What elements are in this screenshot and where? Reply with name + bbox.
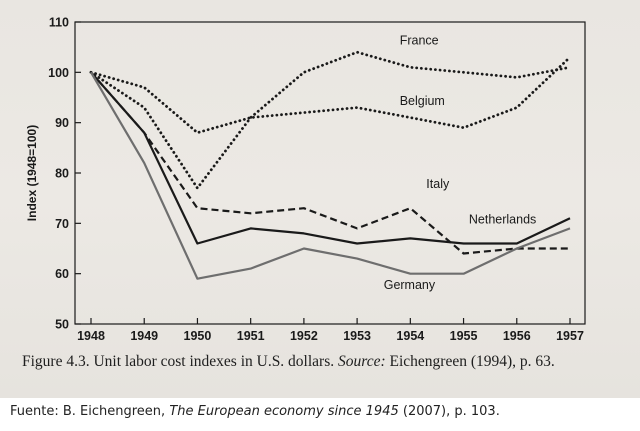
x-axis: 1948 1949 1950 1951 1952 1953 1954 1955 1956 1957 [77, 318, 584, 343]
y-axis: 50 60 70 80 90 100 110 [48, 16, 81, 332]
y-tick-label: 60 [55, 267, 69, 281]
series-line-france [89, 50, 572, 190]
y-tick-label: 70 [55, 217, 69, 231]
y-tick-label: 110 [49, 16, 69, 30]
figure-caption: Figure 4.3. Unit labor cost indexes in U… [22, 352, 622, 371]
footer-book-title: The European economy since 1945 [169, 404, 399, 419]
series-label-germany: Germany [384, 278, 436, 292]
x-tick-label: 1951 [237, 329, 265, 343]
x-tick-label: 1955 [450, 329, 478, 343]
x-tick-label: 1948 [77, 329, 105, 343]
x-tick-label: 1952 [290, 329, 318, 343]
y-axis-label: Index (1948=100) [25, 125, 39, 221]
x-tick-label: 1954 [396, 329, 424, 343]
chart: 50 60 70 80 90 100 110 1948 1949 1950 1951 1952 195… [25, 16, 586, 343]
x-tick-label: 1950 [184, 329, 212, 343]
x-tick-label: 1953 [343, 329, 371, 343]
series-label-france: France [400, 34, 439, 48]
footer-suffix: (2007), p. 103. [402, 404, 500, 419]
series-label-italy: Italy [426, 177, 450, 191]
x-tick-label: 1957 [556, 329, 584, 343]
y-tick-label: 50 [55, 318, 69, 332]
series-line-belgium [89, 55, 572, 135]
x-tick-label: 1949 [130, 329, 158, 343]
series-line-germany [90, 71, 571, 280]
series-label-netherlands: Netherlands [469, 212, 536, 226]
y-tick-label: 100 [48, 66, 69, 80]
footer-citation: Fuente: B. Eichengreen, The European eco… [10, 404, 500, 419]
caption-source-label: Source: [338, 353, 386, 370]
y-tick-label: 80 [55, 167, 69, 181]
caption-figure-label: Figure 4.3. [22, 353, 90, 370]
footer-prefix: Fuente: B. Eichengreen, [10, 404, 166, 419]
series-group [89, 50, 572, 280]
series-labels: France Belgium Italy Netherlands Germany [384, 34, 537, 292]
series-label-belgium: Belgium [400, 94, 445, 108]
x-tick-label: 1956 [503, 329, 531, 343]
caption-text: Unit labor cost indexes in U.S. dollars. [93, 353, 335, 370]
y-tick-label: 90 [55, 116, 69, 130]
caption-source-text: Eichengreen (1994), p. 63. [389, 353, 555, 370]
series-line-italy [90, 71, 570, 255]
plot-frame [74, 21, 586, 325]
scanned-figure: 50 60 70 80 90 100 110 1948 1949 1950 1951 1952 195… [0, 0, 640, 398]
series-line-netherlands [90, 71, 571, 245]
